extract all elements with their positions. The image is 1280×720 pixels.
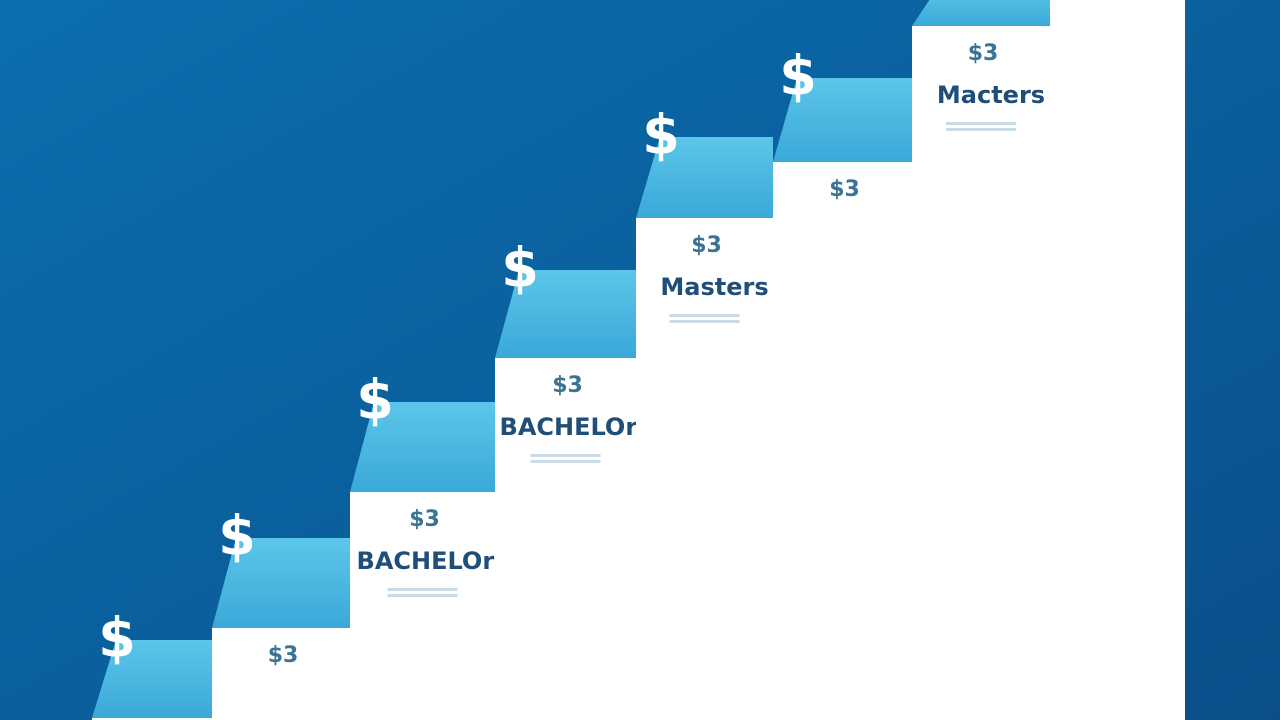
- text-line: [530, 454, 601, 457]
- text-line: [387, 594, 458, 597]
- text-line: [669, 320, 740, 323]
- dollar-icon: $: [98, 607, 136, 670]
- dollar-icon: $: [779, 45, 817, 108]
- price-label: $3: [268, 643, 299, 668]
- degree-label: BACHELOrs: [357, 547, 509, 575]
- step-tread: [212, 538, 350, 628]
- step-front: [1050, 0, 1185, 720]
- step-front: [212, 628, 350, 720]
- degree-label: Masters: [660, 273, 768, 301]
- dollar-icon: $: [501, 237, 539, 300]
- step-front: [495, 358, 636, 720]
- step-front: [773, 162, 912, 720]
- degree-label: Macters: [937, 81, 1045, 109]
- price-label: $3: [409, 507, 440, 532]
- step-front: [350, 492, 495, 720]
- price-label: $3: [552, 373, 583, 398]
- step-tread: [495, 270, 636, 358]
- step-front: [636, 218, 773, 720]
- dollar-icon: $: [218, 505, 256, 568]
- text-line: [946, 122, 1016, 125]
- step-tread: [350, 402, 495, 492]
- price-label: $3: [829, 177, 860, 202]
- text-line: [530, 460, 601, 463]
- steps: $ $ $3 $ $3 BACHELOrs $ $3 BACHELOrs $ $3 Masters $ $…: [92, 0, 1050, 720]
- dollar-icon: $: [642, 104, 680, 167]
- dollar-icon: $: [356, 369, 394, 432]
- price-label: $3: [691, 233, 722, 258]
- text-line: [946, 128, 1016, 131]
- step-tread: [773, 78, 912, 162]
- step-tread: [912, 0, 1050, 26]
- price-label: $3: [968, 41, 999, 66]
- text-line: [387, 588, 458, 591]
- text-line: [669, 314, 740, 317]
- step-tread: [92, 640, 212, 718]
- step-front: [92, 718, 212, 720]
- degree-label: BACHELOrs: [500, 413, 652, 441]
- step-front: [912, 26, 1050, 720]
- step-tread: [636, 137, 773, 218]
